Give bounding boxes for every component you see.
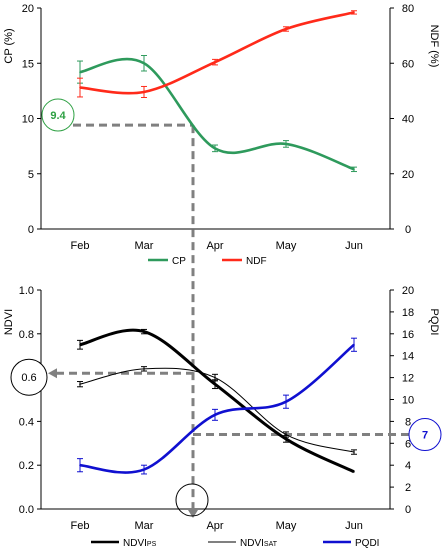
CP-line: [79, 57, 355, 171]
right-tick-label: 14: [402, 351, 414, 363]
left-tick-label: 1.0: [19, 285, 34, 297]
left-tick-label: 15: [22, 58, 34, 70]
pqdi-point: [143, 468, 145, 471]
x-tick-label: Jun: [345, 240, 363, 252]
annotation-cp-label: 9.4: [50, 110, 66, 122]
panel-2-axes: 0.0 0.2 0.4 0.6 0.8 1.0 0 2 4 6 8 10 12 14 16 18 20 Feb Ma…: [3, 285, 440, 532]
NDF-point: [285, 28, 287, 30]
left-tick-label: 0.2: [19, 460, 34, 472]
series-pqdi: [77, 337, 357, 475]
ndvi_sat-point: [143, 368, 145, 370]
legend-pqdi-label: PQDI: [355, 538, 379, 549]
right-tick-label: 4: [405, 460, 411, 472]
left-tick-label: 0: [28, 224, 34, 236]
ndvi_sat-point: [79, 383, 81, 385]
y-axis-title: CP (%): [3, 28, 15, 63]
right-tick-label: 12: [402, 373, 414, 385]
panel-1-axes: 0 5 10 15 20 0 20 40 60 80 Feb Mar Apr May Jun CP (%) ND…: [3, 3, 440, 252]
left-tick-label: 20: [22, 3, 34, 15]
ndvi_ps-point: [353, 470, 355, 473]
pqdi-point: [214, 414, 216, 416]
x-tick-label: Mar: [135, 240, 154, 252]
x-tick-label: May: [276, 520, 297, 532]
x-tick-label: Feb: [71, 520, 90, 532]
NDF-line: [79, 11, 355, 95]
series-ndvi_ps: [77, 328, 355, 474]
ndvi_ps-point: [214, 383, 216, 385]
right-tick-label: 40: [402, 114, 414, 126]
NDF-point: [79, 86, 81, 89]
legend-ndvi_ps-label: NDVIPS: [123, 538, 157, 549]
CP-point: [143, 62, 145, 65]
ndvi_ps-line: [79, 328, 355, 474]
NDF-point: [143, 91, 145, 93]
left-tick-label: 0.8: [19, 329, 34, 341]
x-tick-label: Mar: [135, 520, 154, 532]
legend-CP-label: CP: [172, 256, 186, 267]
ndvi_ps-point: [285, 438, 287, 440]
CP-point: [214, 147, 216, 150]
y2-axis-title: NDF (%): [428, 25, 440, 68]
ndvi_sat-point: [353, 451, 355, 453]
annotation-ndvi-label: 0.6: [21, 372, 36, 384]
pqdi-point: [353, 343, 355, 346]
x-tick-label: May: [276, 240, 297, 252]
left-tick-label: 5: [28, 169, 34, 181]
left-tick-label: 10: [22, 114, 34, 126]
ndvi_ps-point: [79, 343, 81, 346]
right-tick-label: 10: [402, 395, 414, 407]
annotation-month-circle: [175, 483, 209, 517]
x-tick-label: Feb: [71, 240, 90, 252]
guide-vertical-arrowhead: [188, 510, 198, 518]
annotation-pqdi-label: 7: [422, 430, 428, 442]
series-CP: [77, 55, 357, 173]
ndvi_sat-point: [285, 433, 287, 436]
legend-ndvi_sat-label: NDVISAT: [240, 538, 278, 549]
left-tick-label: 0.0: [19, 504, 34, 516]
y-axis-title: NDVI: [3, 309, 15, 335]
right-tick-label: 0: [405, 224, 411, 236]
right-tick-label: 18: [402, 307, 414, 319]
right-tick-label: 8: [405, 416, 411, 428]
legend-NDF-label: NDF: [246, 256, 267, 267]
NDF-point: [353, 11, 355, 14]
legend-top: CP NDF: [148, 256, 267, 267]
left-tick-label: 0.4: [19, 416, 34, 428]
right-tick-label: 60: [402, 58, 414, 70]
legend-bottom: NDVIPS NDVISAT PQDI: [91, 538, 379, 549]
annotation-pqdi-circle: [408, 418, 442, 452]
series-ndvi_sat: [77, 366, 357, 455]
right-tick-label: 80: [402, 3, 414, 15]
pqdi-point: [79, 464, 81, 467]
right-tick-label: 16: [402, 329, 414, 341]
annotation-cp-circle: [41, 98, 75, 132]
ndvi_ps-point: [143, 330, 145, 333]
CP-point: [285, 143, 287, 145]
guide-ndvi-arrowhead: [48, 368, 57, 379]
right-tick-label: 0: [405, 504, 411, 516]
CP-point: [79, 71, 81, 73]
right-tick-label: 6: [405, 438, 411, 450]
NDF-point: [214, 61, 216, 63]
pqdi-point: [285, 400, 287, 403]
right-tick-label: 20: [402, 169, 414, 181]
x-tick-label: Apr: [206, 240, 223, 252]
CP-point: [353, 168, 355, 171]
right-tick-label: 20: [402, 285, 414, 297]
y2-axis-title: PQDI: [428, 309, 440, 336]
ndvi_sat-point: [214, 376, 216, 379]
annotation-ndvi-circle: [10, 358, 48, 396]
right-tick-label: 2: [405, 482, 411, 494]
x-tick-label: Jun: [345, 520, 363, 532]
series-NDF: [77, 10, 357, 99]
x-tick-label: Apr: [206, 520, 223, 532]
